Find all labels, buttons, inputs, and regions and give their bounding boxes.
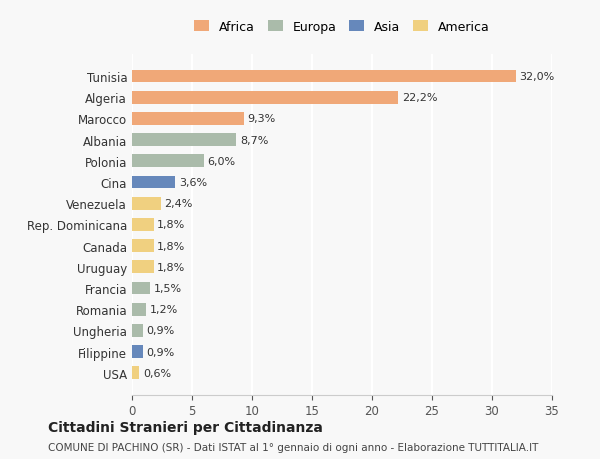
Bar	[132, 303, 146, 316]
Bar	[132, 155, 204, 168]
Text: 1,8%: 1,8%	[157, 241, 185, 251]
Bar	[132, 346, 143, 358]
Text: 22,2%: 22,2%	[402, 93, 437, 103]
Bar	[132, 261, 154, 274]
Bar	[132, 176, 175, 189]
Text: Cittadini Stranieri per Cittadinanza: Cittadini Stranieri per Cittadinanza	[48, 420, 323, 435]
Text: 8,7%: 8,7%	[240, 135, 268, 146]
Text: 32,0%: 32,0%	[520, 72, 555, 82]
Text: 1,2%: 1,2%	[150, 304, 178, 314]
Bar	[132, 282, 150, 295]
Text: 0,9%: 0,9%	[146, 326, 175, 336]
Legend: Africa, Europa, Asia, America: Africa, Europa, Asia, America	[191, 17, 493, 38]
Text: 1,5%: 1,5%	[154, 283, 182, 293]
Bar	[132, 92, 398, 104]
Text: 2,4%: 2,4%	[164, 199, 193, 209]
Bar	[132, 113, 244, 125]
Text: 6,0%: 6,0%	[208, 157, 236, 167]
Bar	[132, 134, 236, 147]
Bar	[132, 367, 139, 379]
Text: 3,6%: 3,6%	[179, 178, 207, 188]
Bar	[132, 71, 516, 83]
Text: 0,9%: 0,9%	[146, 347, 175, 357]
Text: 1,8%: 1,8%	[157, 262, 185, 272]
Text: 1,8%: 1,8%	[157, 220, 185, 230]
Bar	[132, 240, 154, 252]
Text: 0,6%: 0,6%	[143, 368, 171, 378]
Bar	[132, 218, 154, 231]
Text: COMUNE DI PACHINO (SR) - Dati ISTAT al 1° gennaio di ogni anno - Elaborazione TU: COMUNE DI PACHINO (SR) - Dati ISTAT al 1…	[48, 442, 538, 452]
Bar	[132, 325, 143, 337]
Bar	[132, 197, 161, 210]
Text: 9,3%: 9,3%	[247, 114, 275, 124]
